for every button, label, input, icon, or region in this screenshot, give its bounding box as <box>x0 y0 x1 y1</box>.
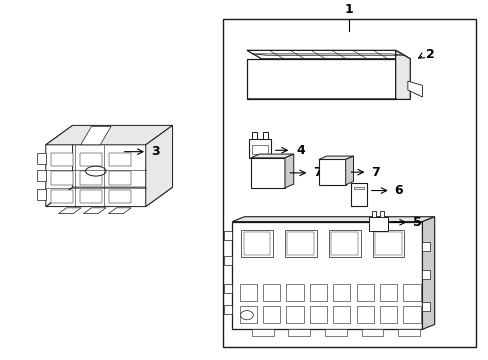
Bar <box>403 306 420 323</box>
Bar <box>251 145 267 154</box>
Bar <box>223 231 232 240</box>
Bar <box>80 153 102 166</box>
Bar <box>350 183 366 206</box>
Polygon shape <box>83 208 106 213</box>
Bar <box>223 256 232 265</box>
Bar <box>232 222 422 329</box>
Bar <box>328 230 360 257</box>
Polygon shape <box>37 170 46 181</box>
Bar <box>243 232 270 255</box>
Bar <box>223 284 232 293</box>
Bar <box>288 329 310 336</box>
Bar <box>263 132 267 139</box>
Bar <box>353 187 363 189</box>
Polygon shape <box>232 217 434 222</box>
Polygon shape <box>37 189 46 199</box>
Bar <box>51 190 73 203</box>
Bar <box>422 270 429 279</box>
Bar <box>80 171 102 185</box>
Bar <box>239 306 256 323</box>
Bar <box>286 306 303 323</box>
Polygon shape <box>145 125 172 207</box>
Text: 2: 2 <box>425 48 434 61</box>
Bar <box>368 217 387 231</box>
Polygon shape <box>246 50 409 59</box>
Bar <box>372 230 404 257</box>
Bar <box>285 230 316 257</box>
Bar <box>309 306 326 323</box>
Text: 1: 1 <box>344 3 353 16</box>
Bar <box>251 329 273 336</box>
Bar <box>356 284 373 301</box>
Bar <box>239 284 256 301</box>
Bar <box>223 305 232 314</box>
Bar <box>109 190 131 203</box>
Bar <box>422 302 429 311</box>
Polygon shape <box>59 208 81 213</box>
Bar <box>263 306 280 323</box>
Polygon shape <box>250 158 285 188</box>
Bar <box>51 153 73 166</box>
Polygon shape <box>345 156 353 185</box>
Bar <box>109 171 131 185</box>
Bar <box>80 190 102 203</box>
Bar <box>51 171 73 185</box>
Bar <box>422 242 429 251</box>
Bar <box>371 211 375 217</box>
Bar <box>332 284 349 301</box>
Bar <box>309 284 326 301</box>
Bar <box>380 211 384 217</box>
Bar <box>356 306 373 323</box>
Text: 5: 5 <box>412 216 421 229</box>
Bar <box>403 284 420 301</box>
Bar <box>332 306 349 323</box>
Bar <box>379 284 396 301</box>
Polygon shape <box>108 208 131 213</box>
Polygon shape <box>37 153 46 164</box>
Polygon shape <box>285 154 293 188</box>
Bar <box>397 329 419 336</box>
Bar <box>263 284 280 301</box>
Text: 4: 4 <box>296 144 305 157</box>
Polygon shape <box>246 59 395 99</box>
Polygon shape <box>395 50 409 99</box>
Text: 3: 3 <box>151 145 159 158</box>
Bar <box>330 232 357 255</box>
Polygon shape <box>46 125 73 207</box>
Text: 6: 6 <box>394 184 403 197</box>
Bar <box>379 306 396 323</box>
Text: 7: 7 <box>313 166 321 179</box>
Bar <box>251 132 256 139</box>
Bar <box>241 230 272 257</box>
Bar <box>361 329 383 336</box>
Bar <box>222 19 475 347</box>
Bar <box>109 153 131 166</box>
Polygon shape <box>407 81 422 97</box>
Bar <box>286 284 303 301</box>
Polygon shape <box>46 187 172 207</box>
Polygon shape <box>318 159 345 185</box>
Bar <box>287 232 314 255</box>
Ellipse shape <box>85 166 106 176</box>
Polygon shape <box>46 125 172 145</box>
Polygon shape <box>318 156 353 159</box>
Circle shape <box>240 311 253 320</box>
Bar <box>248 139 270 158</box>
Polygon shape <box>81 126 111 145</box>
Polygon shape <box>422 217 434 329</box>
Polygon shape <box>250 154 293 158</box>
Bar <box>325 329 346 336</box>
Bar <box>374 232 401 255</box>
Text: 7: 7 <box>370 166 379 179</box>
